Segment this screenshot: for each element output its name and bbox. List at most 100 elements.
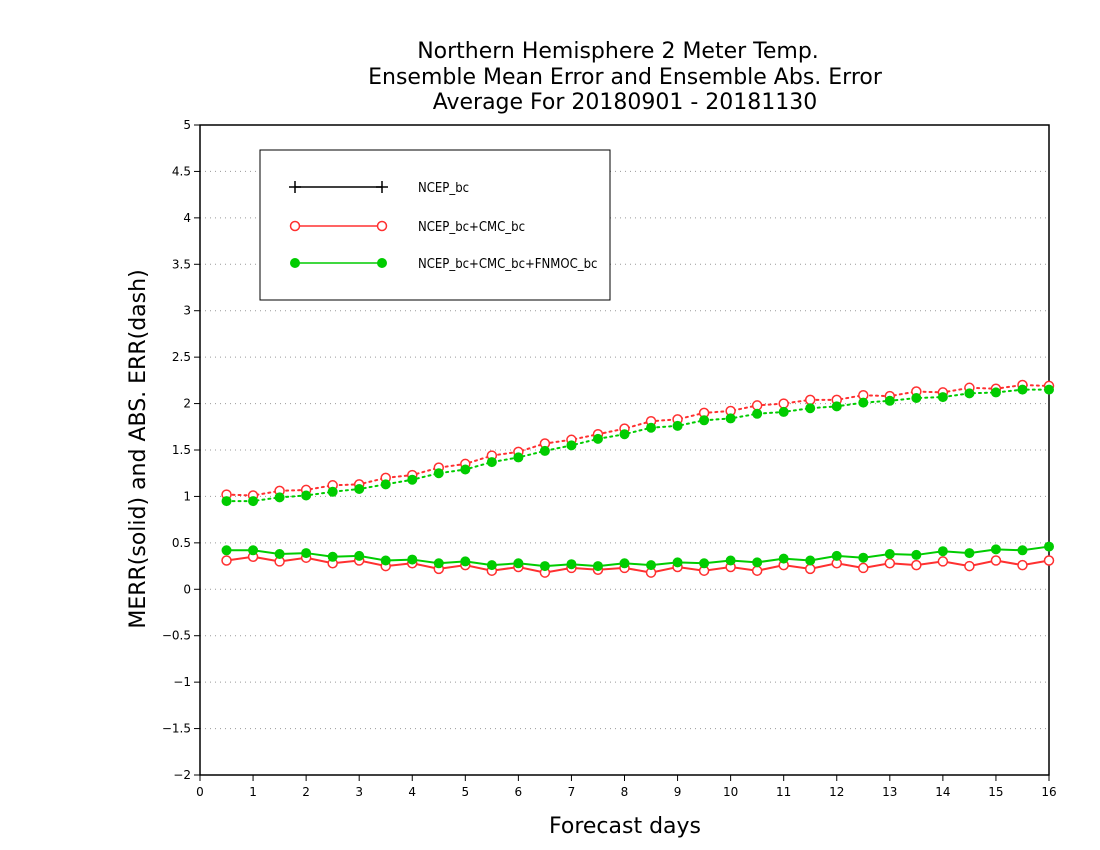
series-2	[221, 384, 1054, 572]
legend: NCEP_bc NCEP_bc+CMC_bc NCEP_bc+CMC_bc+FNMO…	[259, 149, 611, 301]
merr-point	[672, 557, 683, 568]
chart-title-line-1: Northern Hemisphere 2 Meter Temp.	[417, 39, 819, 64]
abs-err-point	[539, 445, 550, 456]
merr-point	[301, 548, 312, 559]
y-tick-label: 1	[183, 489, 191, 503]
legend-label: NCEP_bc+CMC_bc	[418, 220, 525, 235]
x-tick-label: 7	[568, 785, 576, 799]
abs-err-point	[646, 422, 657, 433]
merr-point	[221, 545, 232, 556]
abs-err-point	[752, 408, 763, 419]
y-tick-label: 4.5	[172, 164, 191, 178]
merr-point	[513, 558, 524, 569]
merr-point	[725, 555, 736, 566]
abs-err-point	[407, 474, 418, 485]
merr-point	[858, 562, 869, 574]
merr-point	[460, 556, 471, 567]
merr-point	[433, 558, 444, 569]
abs-err-point	[1044, 384, 1054, 395]
abs-err-point	[486, 457, 497, 468]
merr-point	[752, 557, 763, 568]
legend-label: NCEP_bc+CMC_bc+FNMOC_bc	[418, 257, 597, 272]
y-tick-label: −1	[173, 675, 191, 689]
legend-marker	[290, 258, 300, 268]
legend-marker	[289, 181, 301, 193]
chart-title-line-3: Average For 20180901 - 20181130	[433, 90, 818, 115]
y-tick-label: 2.5	[172, 350, 191, 364]
y-tick-label: 5	[183, 118, 191, 132]
merr-point	[380, 555, 391, 566]
merr-point	[805, 555, 816, 566]
abs-err-point	[221, 496, 232, 507]
merr-point	[990, 555, 1002, 566]
abs-err-point	[884, 395, 895, 406]
abs-err-point	[619, 429, 630, 440]
y-axis-title: MERR(solid) and ABS. ERR(dash)	[126, 269, 151, 628]
merr-point	[858, 552, 869, 563]
x-tick-label: 10	[723, 785, 738, 799]
abs-err-point	[592, 433, 603, 444]
merr-point	[804, 563, 816, 575]
x-tick-label: 4	[408, 785, 416, 799]
abs-err-line	[225, 388, 1050, 503]
merr-point	[699, 558, 710, 569]
x-tick-label: 16	[1041, 785, 1056, 799]
legend-label: NCEP_bc	[418, 181, 469, 196]
merr-point	[911, 559, 922, 571]
abs-err-point	[301, 490, 312, 501]
y-tick-label: 3.5	[172, 257, 191, 271]
merr-point	[884, 549, 895, 559]
abs-err-point	[672, 420, 683, 431]
merr-point	[1017, 545, 1028, 556]
merr-point	[751, 565, 763, 576]
merr-point	[831, 550, 842, 561]
legend-marker	[289, 220, 301, 232]
abs-err-point	[699, 415, 710, 426]
x-tick-label: 6	[515, 785, 523, 799]
abs-err-point	[1017, 384, 1028, 395]
y-tick-label: −0.5	[162, 629, 191, 643]
abs-err-point	[725, 413, 736, 424]
abs-err-point	[858, 397, 869, 408]
x-tick-label: 5	[461, 785, 469, 799]
x-tick-label: 2	[302, 785, 310, 799]
y-tick-label: 4	[183, 211, 191, 225]
legend-marker	[376, 220, 388, 232]
merr-point	[566, 559, 577, 570]
merr-point	[274, 549, 285, 559]
merr-point	[964, 548, 975, 559]
abs-err-point	[805, 403, 816, 414]
merr-point	[911, 549, 922, 560]
merr-point	[778, 553, 789, 564]
abs-err-point	[778, 406, 789, 417]
abs-err-point	[380, 479, 391, 490]
merr-point	[354, 550, 365, 561]
merr-point	[937, 546, 948, 557]
abs-err-point	[804, 394, 816, 406]
merr-point	[539, 561, 550, 572]
x-tick-label: 11	[776, 785, 791, 799]
y-tick-label: 0	[183, 582, 191, 596]
abs-err-point	[460, 464, 471, 475]
abs-err-line	[225, 383, 1050, 497]
abs-err-point	[274, 492, 285, 503]
abs-err-point	[433, 468, 444, 479]
y-tick-label: 0.5	[172, 536, 191, 550]
legend-box	[259, 149, 611, 301]
abs-err-point	[566, 440, 577, 451]
abs-err-point	[911, 393, 922, 403]
abs-err-point	[778, 398, 789, 409]
x-tick-label: 15	[988, 785, 1003, 799]
x-tick-label: 9	[674, 785, 682, 799]
x-tick-label: 3	[355, 785, 363, 799]
x-axis-title: Forecast days	[549, 814, 701, 839]
abs-err-point	[513, 452, 524, 463]
y-tick-label: 3	[183, 304, 191, 318]
merr-point	[1017, 559, 1028, 571]
y-tick-label: −2	[173, 768, 191, 782]
merr-point	[990, 544, 1001, 555]
axis-ticks: −2−1.5−1−0.500.511.522.533.544.550 1 2 3 4 5 6…	[162, 118, 1057, 799]
chart-title-line-2: Ensemble Mean Error and Ensemble Abs. Er…	[368, 65, 883, 90]
merr-point	[884, 558, 896, 569]
